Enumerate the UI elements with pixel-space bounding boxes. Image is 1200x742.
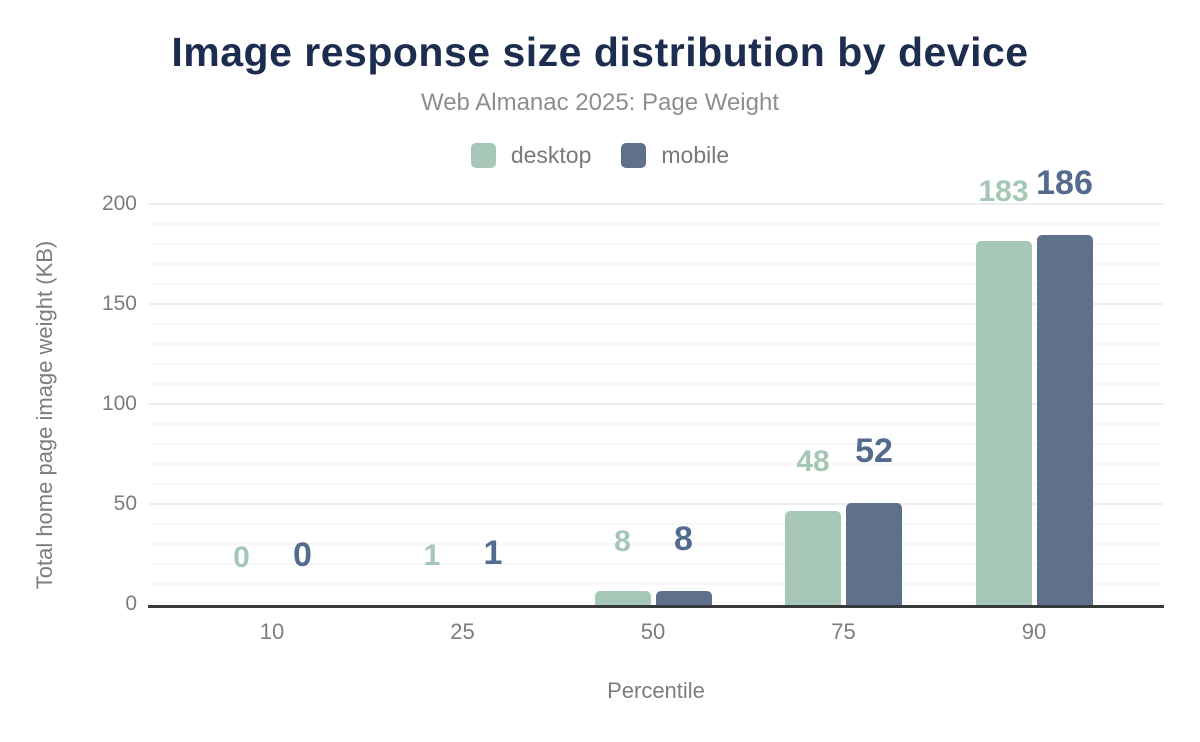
gridline-minor-140: [149, 323, 1163, 325]
gridline-minor-10: [149, 583, 1163, 585]
gridline-major-50: [149, 503, 1163, 505]
value-label-mobile-p50: 8: [674, 520, 693, 558]
bar-mobile-p50[interactable]: [655, 591, 712, 608]
legend-label-desktop: desktop: [510, 141, 592, 168]
gridline-minor-20: [149, 563, 1163, 565]
x-tick-label-75: 75: [831, 619, 856, 644]
y-tick-label-200: 200: [101, 192, 137, 215]
y-tick-label-50: 50: [113, 492, 137, 515]
value-label-desktop-p90: 183: [978, 175, 1029, 208]
bar-mobile-p75[interactable]: [846, 503, 902, 608]
y-tick-label-100: 100: [101, 392, 137, 415]
x-axis-line: [148, 605, 1164, 608]
gridline-minor-170: [149, 263, 1163, 265]
gridline-minor-120: [149, 363, 1163, 365]
gridline-minor-40: [149, 523, 1163, 525]
gridline-minor-130: [149, 343, 1163, 345]
value-label-mobile-p25: 1: [483, 534, 503, 572]
legend-item-desktop[interactable]: desktop: [470, 141, 592, 168]
gridline-major-150: [149, 303, 1163, 305]
value-label-desktop-p10: 0: [233, 541, 250, 574]
x-tick-label-50: 50: [640, 619, 666, 644]
gridline-minor-70: [149, 463, 1163, 465]
mobile-swatch-icon: [621, 142, 647, 168]
desktop-swatch-icon: [470, 142, 496, 168]
gridline-major-200: [149, 203, 1163, 205]
gridline-minor-90: [149, 423, 1163, 425]
legend-label-mobile: mobile: [661, 141, 730, 168]
x-tick-label-10: 10: [259, 619, 285, 644]
legend: desktop mobile: [0, 141, 1200, 169]
value-label-mobile-p90: 186: [1036, 164, 1093, 202]
x-tick-label-25: 25: [450, 619, 475, 644]
chart-title: Image response size distribution by devi…: [171, 29, 1029, 75]
gridline-minor-60: [149, 483, 1163, 485]
gridline-minor-180: [149, 243, 1163, 245]
bar-desktop-p50[interactable]: [594, 591, 651, 608]
bar-mobile-p90[interactable]: [1036, 235, 1093, 608]
gridline-minor-80: [149, 443, 1163, 445]
y-tick-label-150: 150: [101, 292, 137, 315]
bar-desktop-p75[interactable]: [785, 511, 841, 608]
value-label-mobile-p75: 52: [855, 432, 893, 470]
x-tick-label-90: 90: [1021, 619, 1047, 644]
bar-desktop-p90[interactable]: [975, 241, 1032, 608]
legend-item-mobile[interactable]: mobile: [621, 141, 730, 168]
chart-subtitle: Web Almanac 2025: Page Weight: [420, 89, 779, 116]
y-tick-label-0: 0: [125, 592, 137, 615]
x-axis-title: Percentile: [607, 678, 705, 703]
gridline-minor-190: [149, 223, 1163, 225]
value-label-desktop-p25: 1: [423, 539, 441, 572]
gridline-minor-160: [149, 283, 1163, 285]
gridline-minor-30: [149, 543, 1163, 545]
gridline-minor-110: [149, 383, 1163, 385]
value-label-desktop-p50: 8: [614, 525, 631, 558]
value-label-desktop-p75: 48: [796, 445, 830, 478]
value-label-mobile-p10: 0: [293, 536, 312, 574]
gridline-major-100: [149, 403, 1163, 405]
